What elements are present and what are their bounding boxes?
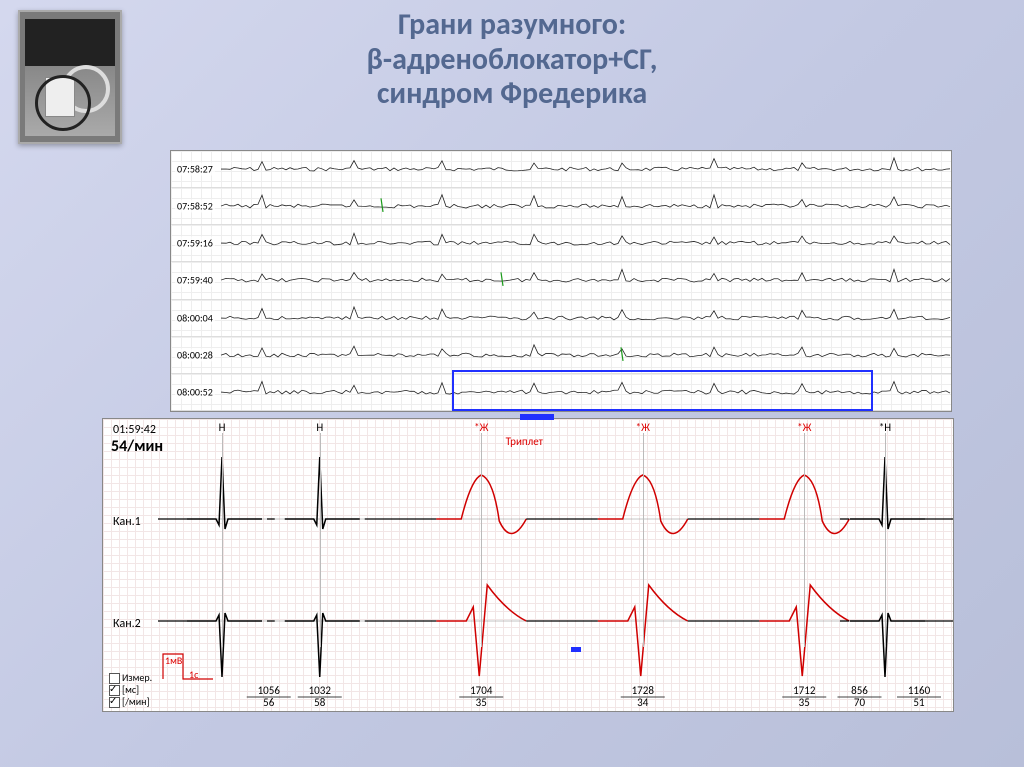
ecg-strip-trace — [171, 300, 951, 336]
detail-selection-marker-mid[interactable] — [571, 647, 581, 652]
detail-selection-marker-top[interactable] — [520, 414, 554, 420]
interval-readout: 103258 — [309, 685, 331, 709]
interval-readout: 85670 — [851, 685, 868, 709]
slide-root: Грани разумного: β-адреноблокатор+СГ, си… — [0, 0, 1024, 767]
ecg-detail-panel: 01:59:42 54/мин Кан.1 Кан.2 Триплет 1мВ … — [102, 418, 954, 712]
beat-type-marker: *Ж — [797, 421, 811, 434]
calibration-1c: 1с — [189, 668, 198, 681]
interval-bpm: 70 — [851, 697, 868, 709]
ecg-overview-panel: 07:58:2707:58:5207:59:1607:59:4008:00:04… — [170, 150, 952, 412]
ecg-strip-trace — [171, 188, 951, 224]
channel1-label: Кан.1 — [113, 515, 141, 529]
interval-bpm: 35 — [793, 697, 815, 709]
interval-bpm: 51 — [908, 697, 930, 709]
ecg-strip-trace — [171, 262, 951, 298]
ecg-strip: 07:58:52 — [171, 188, 951, 225]
detail-bpm-label: 54/мин — [111, 437, 163, 456]
title-line3: синдром Фредерика — [0, 77, 1024, 112]
measure-checkboxes: Измер.[мс][/мин] — [109, 672, 152, 708]
ecg-strip: 07:59:16 — [171, 225, 951, 262]
beat-tick — [643, 433, 644, 647]
checkbox-row: [/мин] — [109, 696, 152, 708]
ecg-strip-trace — [171, 337, 951, 373]
checkbox-label: [/мин] — [122, 695, 150, 708]
ecg-strip: 08:00:04 — [171, 300, 951, 337]
triplet-label: Триплет — [506, 435, 543, 448]
interval-readout: 170435 — [470, 685, 492, 709]
detail-time-label: 01:59:42 — [113, 423, 156, 437]
interval-bpm: 58 — [309, 697, 331, 709]
beat-type-marker: H — [316, 421, 323, 434]
checkbox[interactable] — [109, 697, 120, 708]
interval-readout: 116051 — [908, 685, 930, 709]
ecg-detail-svg — [103, 419, 953, 711]
interval-bpm: 34 — [632, 697, 654, 709]
title-line1: Грани разумного: — [0, 8, 1024, 43]
interval-readout: 172834 — [632, 685, 654, 709]
beat-tick — [320, 433, 321, 647]
title-line2: β-адреноблокатор+СГ, — [0, 43, 1024, 78]
beat-type-marker: *Ж — [474, 421, 488, 434]
ecg-strip: 07:58:27 — [171, 151, 951, 188]
interval-bpm: 56 — [258, 697, 280, 709]
beat-tick — [481, 433, 482, 647]
slide-title: Грани разумного: β-адреноблокатор+СГ, си… — [0, 8, 1024, 112]
beat-type-marker: *H — [879, 421, 891, 434]
beat-type-marker: H — [219, 421, 226, 434]
ecg-strip-trace — [171, 151, 951, 187]
checkbox-label: Измер. — [122, 671, 152, 684]
ecg-strip: 07:59:40 — [171, 262, 951, 299]
interval-bpm: 35 — [470, 697, 492, 709]
interval-readout: 105656 — [258, 685, 280, 709]
checkbox-label: [мс] — [122, 683, 139, 696]
beat-tick — [222, 433, 223, 647]
calibration-mv: 1мВ — [165, 654, 182, 667]
ecg-strip-trace — [171, 225, 951, 261]
beat-type-marker: *Ж — [636, 421, 650, 434]
beat-tick — [885, 433, 886, 647]
channel2-label: Кан.2 — [113, 617, 141, 631]
beat-tick — [804, 433, 805, 647]
selection-highlight[interactable] — [452, 370, 873, 411]
interval-readout: 171235 — [793, 685, 815, 709]
ecg-strip: 08:00:28 — [171, 337, 951, 374]
